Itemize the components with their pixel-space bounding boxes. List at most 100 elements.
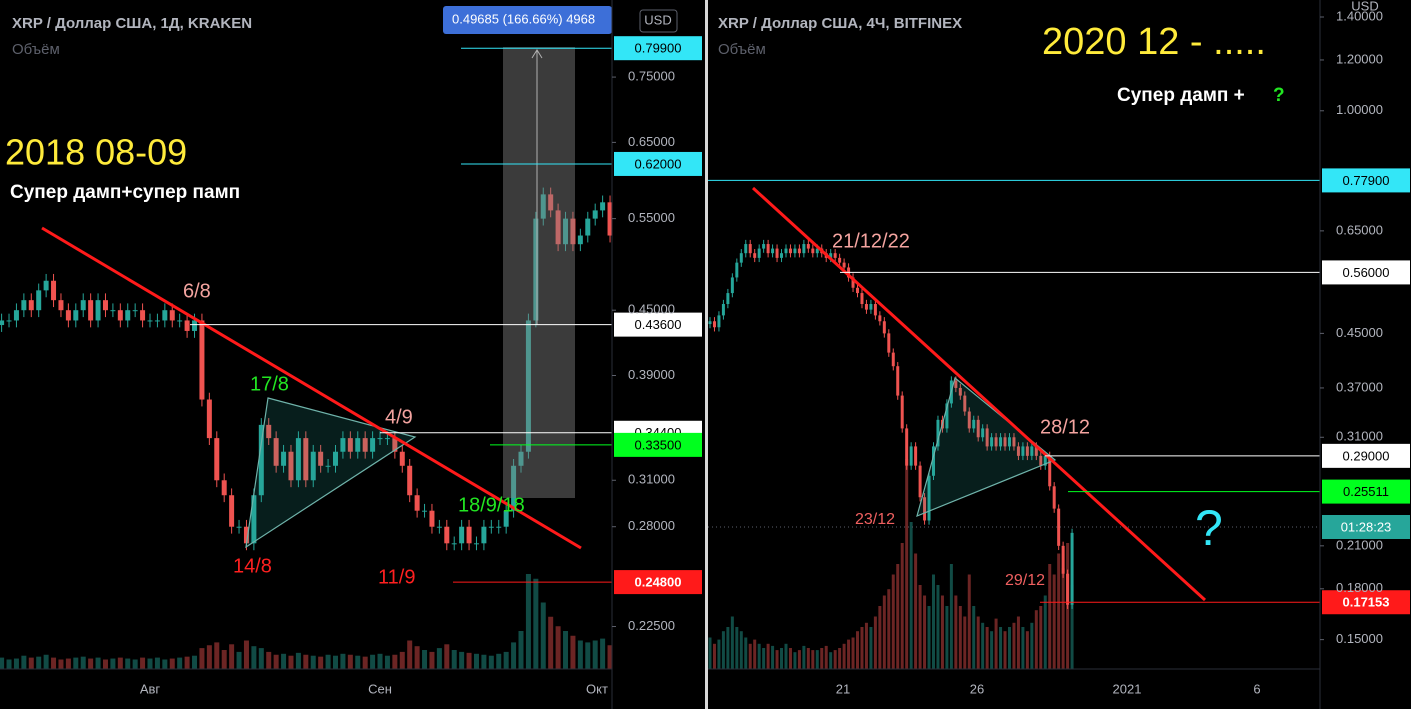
volume-bar [192, 655, 198, 669]
candle-body [963, 395, 967, 412]
candle-body [473, 543, 479, 545]
volume-bar [481, 654, 487, 669]
volume-bar [806, 648, 810, 669]
annotation: 29/12 [1005, 572, 1045, 589]
candle-body [251, 495, 257, 544]
candle-body [878, 315, 882, 322]
candle-body [775, 248, 779, 258]
candle-body [243, 526, 249, 544]
candle-body [1007, 437, 1011, 447]
volume-bar [13, 658, 19, 669]
candle-body [533, 218, 539, 321]
volume-bar [797, 650, 801, 669]
volume-bar [0, 657, 5, 669]
candle-body [36, 290, 42, 311]
trend-line [41, 226, 582, 550]
candle-body [555, 210, 561, 245]
volume-bar [243, 640, 249, 669]
x-tick-label: Авг [140, 681, 161, 696]
candle-body [788, 248, 792, 254]
volume-bar [802, 645, 806, 669]
candle-body [295, 438, 301, 481]
volume-bar [896, 564, 900, 669]
candle-body [221, 480, 227, 496]
y-tick-label: 0.21000 [1336, 537, 1383, 552]
price-tag: 0.17153 [1343, 595, 1390, 610]
candle-body [525, 320, 531, 452]
volume-bar [856, 631, 860, 669]
candle-body [1066, 573, 1070, 605]
y-tick-label: 0.15000 [1336, 631, 1383, 646]
candle-body [1057, 508, 1061, 546]
candle-body [384, 438, 390, 440]
candle-body [999, 437, 1003, 447]
volume-bar [422, 650, 428, 669]
candle-body [1052, 486, 1056, 509]
price-tag-box [1322, 479, 1410, 504]
candle-body [95, 300, 101, 321]
candle-body [842, 262, 846, 268]
candle-body [436, 526, 442, 528]
volume-bar [88, 658, 94, 669]
candle-body [281, 451, 287, 466]
candle-body [735, 262, 739, 278]
tooltip-box [443, 6, 612, 34]
candle-body [1021, 446, 1025, 456]
currency: USD [1351, 0, 1378, 13]
price-tag: 0.62000 [635, 156, 682, 171]
volume-bar [303, 654, 309, 669]
volume-bar [444, 644, 450, 669]
volume-label: Объём [718, 41, 766, 58]
annotation: ? [1273, 85, 1285, 106]
candle-body [117, 310, 123, 321]
candle-body [1048, 455, 1052, 487]
volume-bar [762, 648, 766, 669]
candle-body [88, 300, 94, 321]
volume-bar [273, 654, 279, 669]
candle-body [0, 320, 5, 326]
candle-body [972, 419, 976, 429]
candle-body [102, 300, 108, 311]
price-tag-box [1322, 590, 1410, 615]
candle-body [154, 320, 160, 322]
volume-bar [392, 654, 398, 669]
volume-bar [251, 646, 257, 669]
y-tick-label: 0.37000 [1336, 379, 1383, 394]
candle-body [511, 465, 517, 511]
volume-bar [162, 659, 168, 669]
candle-body [806, 244, 810, 249]
candle-body [766, 244, 770, 254]
volume-bar [36, 656, 42, 669]
volume-bar [281, 653, 287, 669]
volume-bar [1052, 574, 1056, 669]
volume-bar [95, 657, 101, 669]
volume-bar [1043, 595, 1047, 669]
volume-bar [555, 626, 561, 669]
volume-bar [873, 616, 877, 669]
price-tag: 0.43600 [635, 317, 682, 332]
candle-body [856, 287, 860, 294]
candle-body [206, 399, 212, 439]
volume-bar [847, 639, 851, 669]
candle-body [110, 310, 116, 312]
candle-body [744, 244, 748, 254]
volume-bar [909, 522, 913, 669]
price-tag: 0.77900 [1343, 173, 1390, 188]
volume-bar [110, 658, 116, 669]
candle-body [377, 438, 383, 440]
volume-bar [503, 651, 509, 669]
y-tick-label: 0.45000 [1336, 325, 1383, 340]
volume-bar [236, 651, 242, 669]
candle-body [451, 543, 457, 545]
volume-bar [459, 651, 465, 669]
candle-body [936, 419, 940, 447]
annotation: ? [1195, 500, 1223, 556]
candle-body [1016, 446, 1020, 456]
triangle [245, 397, 417, 549]
x-tick-label: Окт [586, 681, 608, 696]
volume-bar [451, 650, 457, 669]
volume-bar [780, 648, 784, 669]
volume-bar [1039, 606, 1043, 669]
